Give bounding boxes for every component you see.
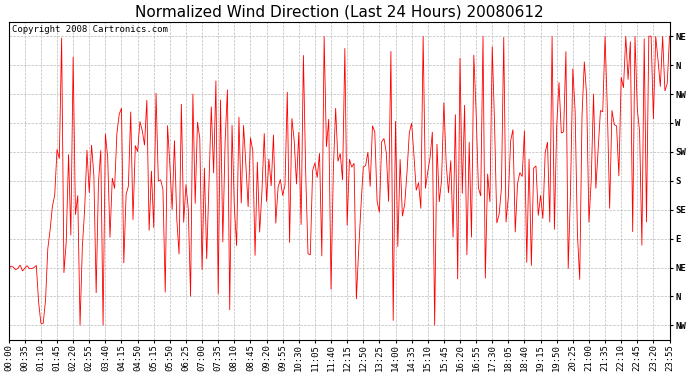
- Title: Normalized Wind Direction (Last 24 Hours) 20080612: Normalized Wind Direction (Last 24 Hours…: [135, 4, 544, 19]
- Text: Copyright 2008 Cartronics.com: Copyright 2008 Cartronics.com: [12, 25, 168, 34]
